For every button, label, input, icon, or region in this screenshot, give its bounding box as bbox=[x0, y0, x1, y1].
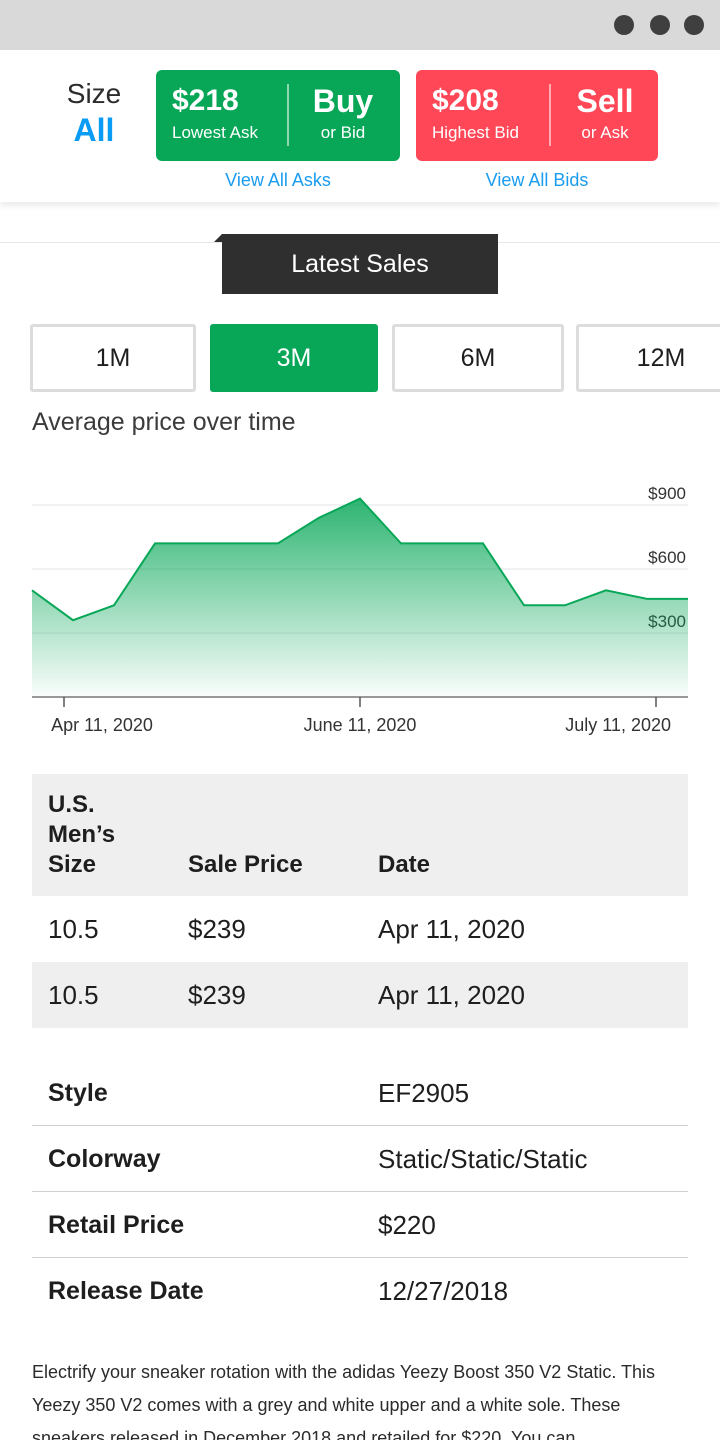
window-control-dot[interactable] bbox=[650, 15, 670, 35]
window-titlebar bbox=[0, 0, 720, 50]
range-button-6m[interactable]: 6M bbox=[392, 324, 564, 392]
table-row: 10.5 $239 Apr 11, 2020 bbox=[32, 896, 688, 962]
detail-label: Release Date bbox=[48, 1277, 204, 1305]
button-divider bbox=[549, 84, 551, 146]
y-tick-label: $900 bbox=[648, 484, 686, 503]
size-label: Size bbox=[66, 78, 122, 109]
window-control-dot[interactable] bbox=[684, 15, 704, 35]
lowest-ask-price: $218 bbox=[172, 84, 239, 117]
highest-bid-price: $208 bbox=[432, 84, 499, 117]
latest-sales-tab[interactable]: Latest Sales bbox=[214, 234, 498, 294]
table-row: 10.5 $239 Apr 11, 2020 bbox=[32, 962, 688, 1028]
y-tick-label: $600 bbox=[648, 548, 686, 567]
cell-sale-price: $239 bbox=[188, 980, 246, 1010]
market-header: Size All $218 Lowest Ask Buy or Bid $208… bbox=[0, 50, 720, 202]
view-all-bids-link[interactable]: View All Bids bbox=[485, 170, 589, 190]
range-button-3m[interactable]: 3M bbox=[210, 324, 378, 392]
cell-size: 10.5 bbox=[48, 980, 99, 1010]
product-description: Electrify your sneaker rotation with the… bbox=[32, 1362, 656, 1440]
detail-row-style: Style EF2905 bbox=[32, 1060, 688, 1126]
size-value[interactable]: All bbox=[73, 112, 115, 148]
cell-date: Apr 11, 2020 bbox=[378, 980, 525, 1010]
x-tick-label: Apr 11, 2020 bbox=[51, 715, 153, 735]
detail-value: $220 bbox=[378, 1210, 436, 1240]
detail-row-retail-price: Retail Price $220 bbox=[32, 1192, 688, 1258]
sell-button[interactable]: $208 Highest Bid Sell or Ask bbox=[416, 70, 658, 161]
column-header-date: Date bbox=[378, 851, 431, 878]
cell-sale-price: $239 bbox=[188, 914, 246, 944]
detail-value: Static/Static/Static bbox=[378, 1144, 588, 1174]
cell-size: 10.5 bbox=[48, 914, 99, 944]
x-tick-label: July 11, 2020 bbox=[565, 715, 671, 735]
detail-row-colorway: Colorway Static/Static/Static bbox=[32, 1126, 688, 1192]
detail-label: Style bbox=[48, 1079, 108, 1107]
detail-value: EF2905 bbox=[378, 1078, 470, 1108]
buy-button[interactable]: $218 Lowest Ask Buy or Bid bbox=[156, 70, 400, 161]
cell-date: Apr 11, 2020 bbox=[378, 914, 525, 944]
or-ask-label: or Ask bbox=[581, 123, 629, 142]
table-header-row: U.S. Men’s Size Sale Price Date bbox=[32, 774, 688, 896]
sell-label: Sell bbox=[576, 83, 634, 119]
or-bid-label: or Bid bbox=[320, 123, 366, 142]
highest-bid-label: Highest Bid bbox=[432, 123, 519, 142]
detail-value: 12/27/2018 bbox=[378, 1276, 509, 1306]
x-tick-label: June 11, 2020 bbox=[304, 715, 417, 735]
chart-title: Average price over time bbox=[32, 408, 296, 436]
price-area bbox=[32, 498, 688, 697]
detail-row-release-date: Release Date 12/27/2018 bbox=[32, 1258, 688, 1324]
lowest-ask-label: Lowest Ask bbox=[172, 123, 258, 142]
detail-label: Retail Price bbox=[48, 1211, 185, 1239]
price-line bbox=[31, 497, 688, 622]
buy-label: Buy bbox=[312, 83, 374, 119]
window-control-dot[interactable] bbox=[614, 15, 634, 35]
size-selector[interactable]: Size All bbox=[50, 78, 138, 150]
button-divider bbox=[287, 84, 289, 146]
view-all-asks-link[interactable]: View All Asks bbox=[225, 170, 331, 190]
detail-label: Colorway bbox=[48, 1145, 161, 1173]
column-header-sale-price: Sale Price bbox=[188, 851, 303, 878]
range-button-1m[interactable]: 1M bbox=[30, 324, 196, 392]
product-details: Style EF2905 Colorway Static/Static/Stat… bbox=[32, 1060, 688, 1324]
sales-table: U.S. Men’s Size Sale Price Date 10.5 $23… bbox=[32, 774, 688, 1028]
column-header-size: U.S. Men’s Size bbox=[48, 791, 116, 878]
range-button-12m[interactable]: 12M bbox=[576, 324, 720, 392]
